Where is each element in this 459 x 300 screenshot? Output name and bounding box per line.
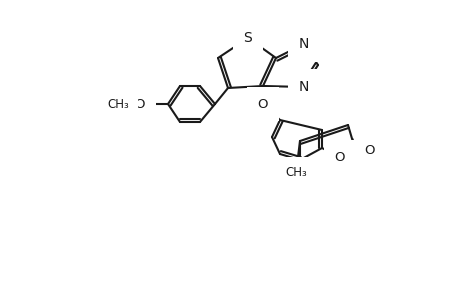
Text: N: N xyxy=(298,37,308,51)
Text: O: O xyxy=(364,143,375,157)
Text: N: N xyxy=(298,80,308,94)
Text: O: O xyxy=(134,98,145,110)
Text: O: O xyxy=(334,151,345,164)
Text: S: S xyxy=(243,31,252,45)
Text: CH₃: CH₃ xyxy=(107,98,129,110)
Text: O: O xyxy=(257,98,268,110)
Text: CH₃: CH₃ xyxy=(285,167,306,179)
